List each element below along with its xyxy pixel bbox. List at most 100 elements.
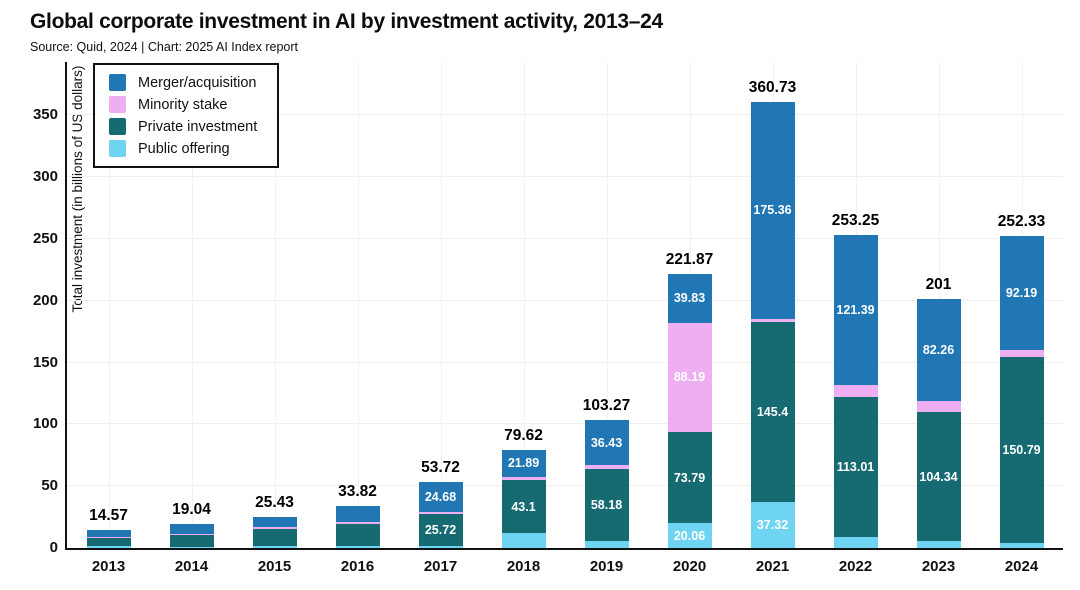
bar-segment-public_offering bbox=[501, 533, 546, 548]
bar-group: 33.82 bbox=[316, 62, 399, 548]
legend-item-private_investment: Private investment bbox=[109, 118, 257, 135]
bar-segment-private_investment: 43.1 bbox=[501, 479, 546, 534]
segment-value-label: 24.68 bbox=[424, 489, 457, 504]
bar-segment-minority_stake bbox=[86, 536, 131, 539]
bar-segment-minority_stake bbox=[252, 527, 297, 530]
v-gridline bbox=[274, 62, 276, 548]
x-tick-label: 2013 bbox=[91, 558, 126, 575]
segment-value-label: 36.43 bbox=[590, 435, 623, 450]
bar-segment-public_offering bbox=[335, 545, 380, 548]
bar-segment-minority_stake bbox=[169, 533, 214, 535]
bar-group: 104.34 82.26 201 bbox=[897, 62, 980, 548]
segment-value-label: 73.79 bbox=[673, 470, 706, 485]
bar-segment-private_investment: 150.79 bbox=[999, 356, 1044, 544]
bar-segment-minority_stake bbox=[335, 522, 380, 525]
y-axis-line bbox=[65, 62, 67, 550]
bar-segment-public_offering bbox=[916, 541, 961, 548]
bar-segment-private_investment: 73.79 bbox=[667, 431, 712, 524]
segment-value-label: 37.32 bbox=[756, 517, 789, 532]
segment-value-label: 150.79 bbox=[1002, 442, 1041, 457]
bar-total-label: 79.62 bbox=[504, 426, 543, 444]
bar-segment-public_offering bbox=[833, 536, 878, 548]
bar-segment-public_offering: 20.06 bbox=[667, 523, 712, 548]
bar-segment-merger_acquisition bbox=[335, 506, 380, 523]
v-gridline bbox=[191, 62, 193, 548]
legend-label: Public offering bbox=[138, 140, 230, 157]
bar-group: 20.06 73.79 88.19 39.83 221.87 bbox=[648, 62, 731, 548]
legend-label: Private investment bbox=[138, 118, 258, 135]
bar-segment-merger_acquisition: 175.36 bbox=[750, 101, 795, 319]
h-gridline bbox=[67, 361, 1063, 363]
y-tick-label: 100 bbox=[32, 415, 58, 433]
segment-value-label: 58.18 bbox=[590, 497, 623, 512]
segment-value-label: 25.72 bbox=[424, 522, 457, 537]
legend-label: Minority stake bbox=[138, 96, 228, 113]
segment-value-label: 113.01 bbox=[836, 459, 875, 474]
segment-value-label: 43.1 bbox=[511, 499, 536, 514]
x-tick-label: 2017 bbox=[423, 558, 458, 575]
segment-value-label: 175.36 bbox=[753, 203, 792, 218]
x-tick-label: 2024 bbox=[1004, 558, 1039, 575]
h-gridline bbox=[67, 237, 1063, 239]
bar-total-label: 19.04 bbox=[172, 501, 211, 519]
x-tick-label: 2021 bbox=[755, 558, 790, 575]
x-tick-label: 2023 bbox=[921, 558, 956, 575]
bar-segment-merger_acquisition: 21.89 bbox=[501, 449, 546, 477]
bar-segment-minority_stake bbox=[999, 349, 1044, 357]
x-tick-label: 2020 bbox=[672, 558, 707, 575]
bar-total-label: 201 bbox=[925, 276, 952, 294]
bar-segment-merger_acquisition bbox=[252, 516, 297, 528]
legend-swatch-private_investment bbox=[109, 118, 126, 135]
bar-total-label: 25.43 bbox=[255, 493, 294, 511]
bar-segment-minority_stake bbox=[418, 512, 463, 514]
segment-value-label: 92.19 bbox=[1005, 285, 1038, 300]
bar-group: 25.72 24.68 53.72 bbox=[399, 62, 482, 548]
h-gridline bbox=[67, 176, 1063, 178]
bar-segment-merger_acquisition: 121.39 bbox=[833, 234, 878, 385]
legend-item-minority_stake: Minority stake bbox=[109, 96, 257, 113]
bar-group: 150.79 92.19 252.33 bbox=[980, 62, 1063, 548]
bar-segment-private_investment bbox=[169, 534, 214, 547]
h-gridline bbox=[67, 299, 1063, 301]
bar-segment-public_offering bbox=[584, 540, 629, 548]
v-gridline bbox=[606, 62, 608, 548]
h-gridline bbox=[67, 485, 1063, 487]
y-tick-label: 0 bbox=[49, 539, 58, 556]
bar-segment-minority_stake bbox=[916, 401, 961, 413]
segment-value-label: 145.4 bbox=[756, 404, 789, 419]
bar-segment-minority_stake: 88.19 bbox=[667, 322, 712, 432]
bar-segment-merger_acquisition: 82.26 bbox=[916, 299, 961, 402]
bar-total-label: 103.27 bbox=[582, 397, 631, 415]
segment-value-label: 104.34 bbox=[919, 469, 958, 484]
x-tick-label: 2022 bbox=[838, 558, 873, 575]
bar-segment-merger_acquisition bbox=[86, 530, 131, 537]
bar-group: 25.43 bbox=[233, 62, 316, 548]
bar-segment-private_investment bbox=[86, 538, 131, 547]
h-gridline bbox=[67, 114, 1063, 116]
bar-total-label: 221.87 bbox=[665, 250, 714, 268]
legend-swatch-merger_acquisition bbox=[109, 74, 126, 91]
bar-segment-public_offering bbox=[86, 546, 131, 548]
bar-segment-minority_stake bbox=[833, 384, 878, 398]
plot-area: Merger/acquisition Minority stake Private … bbox=[67, 62, 1063, 548]
y-tick-label: 250 bbox=[32, 229, 58, 247]
bar-group: 19.04 bbox=[150, 62, 233, 548]
bar-segment-private_investment bbox=[335, 524, 380, 546]
bar-segment-minority_stake bbox=[584, 465, 629, 469]
bar-segment-merger_acquisition: 36.43 bbox=[584, 420, 629, 466]
x-tick-label: 2019 bbox=[589, 558, 624, 575]
x-tick-label: 2018 bbox=[506, 558, 541, 575]
bar-segment-public_offering: 37.32 bbox=[750, 501, 795, 548]
page-title: Global corporate investment in AI by inv… bbox=[30, 10, 663, 33]
segment-value-label: 21.89 bbox=[507, 456, 540, 471]
bar-group: 14.57 bbox=[67, 62, 150, 548]
bar-total-label: 53.72 bbox=[421, 458, 460, 476]
bar-segment-merger_acquisition: 39.83 bbox=[667, 273, 712, 323]
v-gridline bbox=[440, 62, 442, 548]
legend-item-merger_acquisition: Merger/acquisition bbox=[109, 74, 257, 91]
y-tick-label: 150 bbox=[32, 353, 58, 371]
x-tick-label: 2015 bbox=[257, 558, 292, 575]
bar-total-label: 252.33 bbox=[997, 212, 1046, 230]
bar-segment-private_investment: 104.34 bbox=[916, 412, 961, 542]
bar-segment-merger_acquisition: 24.68 bbox=[418, 481, 463, 513]
